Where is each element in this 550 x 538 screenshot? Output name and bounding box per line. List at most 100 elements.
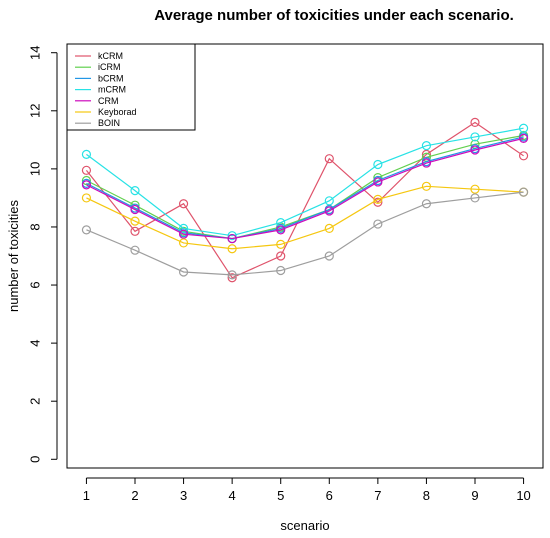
data-point (470, 117, 480, 128)
plot-area (66, 43, 544, 469)
x-tick-label: 10 (516, 488, 530, 503)
x-tick-label: 9 (471, 488, 478, 503)
data-point (227, 273, 237, 283)
y-tick-label: 14 (28, 45, 43, 59)
data-point (227, 244, 237, 254)
data-point (81, 193, 92, 203)
series-line (86, 137, 524, 240)
data-point (178, 238, 189, 248)
data-point (518, 187, 529, 197)
y-tick-label: 0 (28, 456, 43, 463)
data-point (81, 175, 92, 186)
legend-entry: BOIN (75, 118, 120, 128)
series-icrm (81, 130, 529, 244)
data-point (276, 239, 286, 249)
legend-box (66, 43, 196, 131)
data-point (130, 216, 140, 226)
x-tick-label: 1 (83, 488, 90, 503)
data-point (421, 158, 432, 168)
series-line (86, 134, 524, 240)
legend-label: kCRM (98, 51, 123, 61)
y-tick-label: 2 (28, 398, 43, 405)
data-point (130, 245, 140, 255)
data-point (178, 229, 189, 239)
legend-label: Keyborad (98, 107, 137, 117)
data-point (373, 194, 383, 204)
data-point (470, 193, 480, 203)
data-point (178, 223, 189, 234)
data-point (373, 219, 383, 229)
series-layer (81, 117, 529, 283)
series-line (86, 136, 524, 240)
legend-label: BOIN (98, 118, 120, 128)
data-point (81, 225, 92, 235)
series-line (86, 127, 524, 237)
chart-title: Average number of toxicities under each … (154, 7, 514, 24)
x-tick-label: 7 (374, 488, 381, 503)
series-line (86, 185, 524, 250)
data-point (421, 181, 432, 191)
data-point (276, 225, 286, 235)
data-point (178, 199, 189, 209)
data-point (227, 231, 237, 241)
legend-entry: iCRM (75, 62, 121, 72)
x-tick-label: 8 (423, 488, 430, 503)
data-point (470, 132, 480, 142)
legend-entry: mCRM (75, 85, 126, 95)
data-point (324, 251, 334, 261)
data-point (276, 265, 286, 276)
legend-label: CRM (98, 96, 119, 106)
data-point (421, 149, 432, 159)
series-line (85, 121, 524, 279)
data-point (227, 270, 237, 280)
data-point (421, 141, 432, 151)
data-point (130, 186, 140, 196)
data-point (81, 149, 92, 159)
series-mcrm (81, 123, 529, 241)
data-point (421, 199, 432, 209)
y-tick-label: 10 (28, 162, 43, 176)
legend-label: mCRM (98, 85, 126, 95)
y-axis: 0 2 4 6 8 10 12 14 (28, 45, 58, 463)
data-point (470, 184, 480, 194)
series-boin (81, 187, 529, 280)
x-axis-label: scenario (280, 518, 329, 533)
data-point (324, 206, 334, 216)
data-point (518, 123, 529, 133)
legend-entry: CRM (75, 96, 119, 106)
legend-label: iCRM (98, 62, 121, 72)
x-tick-label: 3 (180, 488, 187, 503)
series-line (86, 191, 524, 276)
data-point (276, 251, 286, 261)
y-tick-label: 4 (28, 340, 43, 347)
y-tick-label: 8 (28, 223, 43, 230)
legend-entry: Keyborad (75, 107, 137, 117)
data-point (81, 165, 92, 175)
x-tick-label: 4 (229, 488, 236, 503)
legend-entry: kCRM (75, 51, 123, 61)
x-tick-label: 6 (326, 488, 333, 503)
series-keyborad (81, 181, 529, 254)
y-tick-label: 12 (28, 104, 43, 118)
x-tick-label: 2 (131, 488, 138, 503)
data-point (324, 196, 334, 206)
legend-entry: bCRM (75, 73, 124, 83)
x-axis: 1 2 3 4 5 6 7 8 9 10 (83, 477, 531, 503)
data-point (324, 223, 334, 234)
data-point (130, 226, 140, 236)
series-bcrm (81, 132, 529, 244)
data-point (373, 177, 383, 187)
y-tick-label: 6 (28, 281, 43, 288)
series-crm (81, 133, 529, 244)
data-point (276, 218, 286, 228)
y-axis-label: number of toxicities (6, 200, 21, 312)
data-point (518, 151, 529, 161)
data-point (227, 233, 237, 244)
legend-label: bCRM (98, 73, 124, 83)
data-point (324, 154, 334, 164)
data-point (470, 145, 480, 155)
data-point (130, 204, 140, 215)
x-tick-label: 5 (277, 488, 284, 503)
data-point (373, 159, 383, 170)
